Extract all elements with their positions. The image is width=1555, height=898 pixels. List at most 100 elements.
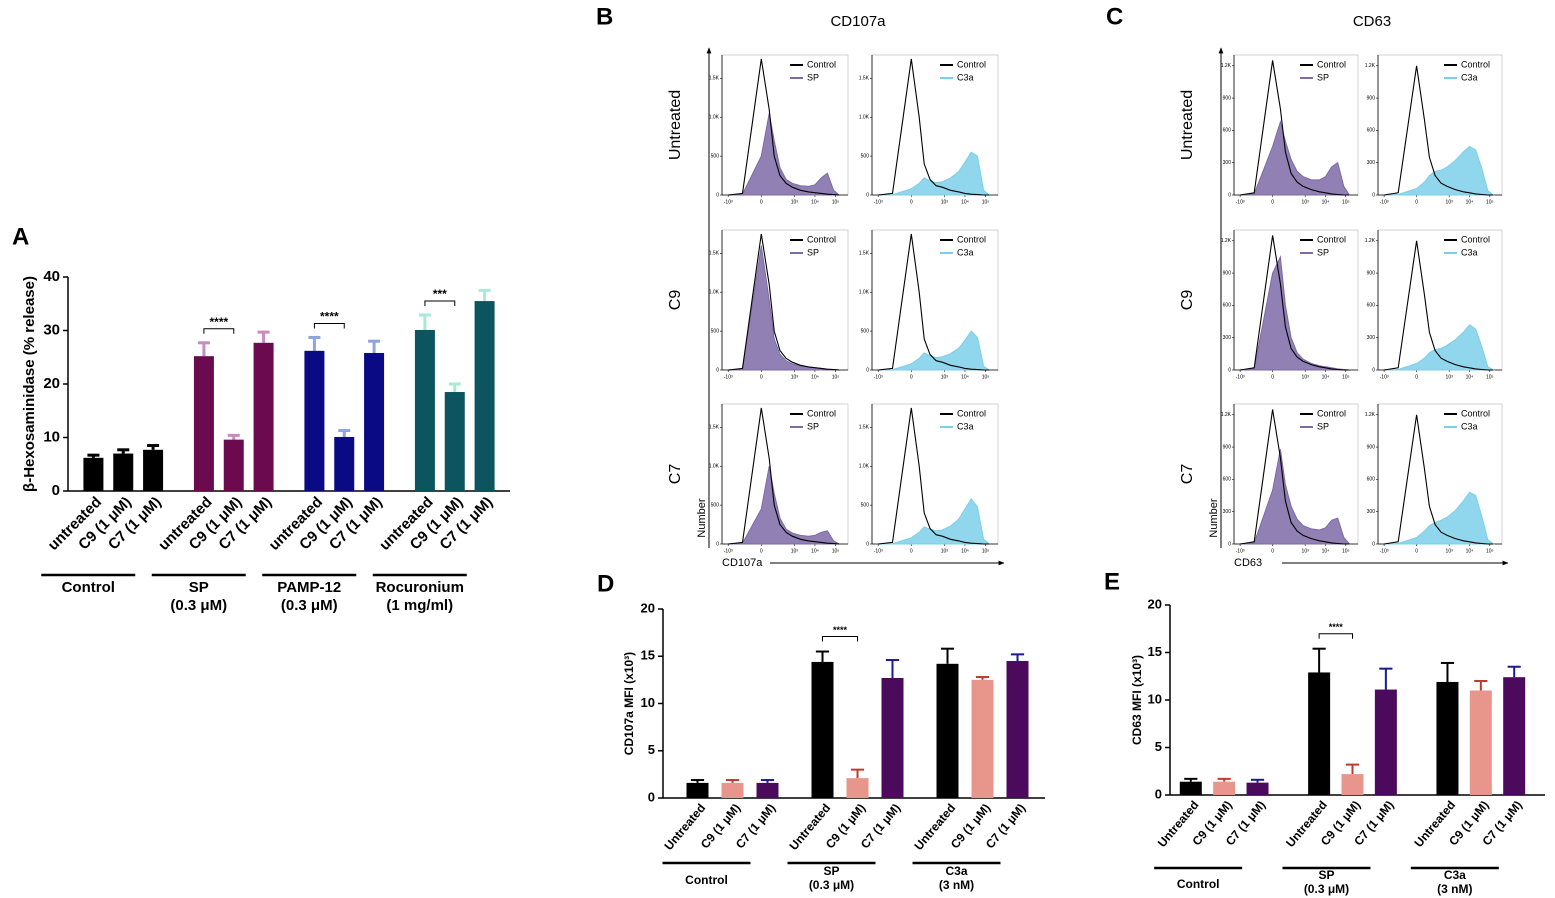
- panel-letter: A: [12, 223, 29, 250]
- x-tick-label: 10³: [1446, 199, 1454, 205]
- x-tick-label: 10³: [1302, 548, 1310, 554]
- x-tick-label: 10⁵: [1342, 199, 1350, 205]
- y-tick-label: 900: [1223, 270, 1232, 276]
- significance-label: ****: [1329, 622, 1344, 632]
- significance-bracket: [1318, 633, 1353, 639]
- x-tick-label: -10³: [874, 199, 883, 205]
- histogram-area: [878, 330, 990, 371]
- group-label: (3 nM): [939, 878, 974, 892]
- histogram-line: [878, 407, 990, 545]
- y-tick-label: 1.2K: [1365, 238, 1376, 244]
- histogram-line: [1384, 414, 1494, 545]
- y-tick-label: 30: [43, 321, 60, 338]
- y-tick-label: 500: [711, 153, 720, 159]
- bar: [936, 663, 959, 798]
- x-tick-label: -10³: [724, 548, 733, 554]
- x-tick-label: 10³: [1446, 548, 1454, 554]
- y-tick-label: 900: [1223, 444, 1232, 450]
- y-tick-label: 0: [716, 192, 719, 198]
- bar: [364, 352, 385, 491]
- legend-label: C3a: [957, 421, 974, 431]
- y-tick-label: 900: [1367, 95, 1376, 101]
- bar: [1341, 774, 1364, 795]
- histogram-line: [1240, 409, 1350, 545]
- x-tick-label: 10⁵: [1342, 548, 1350, 554]
- legend-label: SP: [807, 421, 819, 431]
- x-tick-label: 10³: [941, 548, 949, 554]
- histogram-area: [728, 113, 840, 196]
- group-label: Control: [1177, 877, 1220, 891]
- x-tick-label: 10³: [1446, 374, 1454, 380]
- y-tick-label: 300: [1223, 509, 1232, 515]
- group-label: (1 mg/ml): [386, 597, 453, 614]
- y-tick-label: 1.0K: [709, 290, 720, 296]
- significance-label: ****: [833, 625, 848, 635]
- x-tick-label: 0: [760, 374, 763, 380]
- y-tick-label: 5: [648, 742, 655, 757]
- y-tick-label: 0: [1372, 192, 1375, 198]
- x-tick-label: 10⁴: [811, 199, 819, 205]
- x-axis-label: CD63: [1234, 557, 1262, 569]
- y-tick-label: 0: [1372, 541, 1375, 547]
- x-tick-label: 0: [1271, 374, 1274, 380]
- histogram-frame: [721, 229, 849, 371]
- x-tick-label: 10⁴: [1322, 199, 1330, 205]
- y-tick-label: 5: [1155, 739, 1162, 754]
- histogram-line: [1240, 235, 1350, 371]
- y-tick-label: 1.5K: [859, 251, 870, 257]
- bar: [334, 436, 355, 491]
- x-tick-label: 10⁵: [1486, 548, 1494, 554]
- y-tick-label: 600: [1367, 303, 1376, 309]
- group-label: (0.3 μM): [170, 597, 227, 614]
- panel-letter: D: [597, 570, 614, 597]
- x-tick-label: 0: [910, 548, 913, 554]
- y-tick-label: 500: [711, 502, 720, 508]
- y-tick-label: 40: [43, 268, 60, 285]
- x-tick-label: 0: [910, 374, 913, 380]
- legend-label: Control: [1317, 234, 1346, 244]
- legend-label: Control: [1461, 234, 1490, 244]
- group-label: Rocuronium: [376, 579, 464, 596]
- x-tick-label: 0: [760, 199, 763, 205]
- x-tick-label: 10⁴: [961, 199, 969, 205]
- bar: [1469, 690, 1492, 795]
- y-tick-label: 10: [641, 695, 655, 710]
- y-tick-label: 500: [861, 502, 870, 508]
- y-tick-label: 1.2K: [1365, 412, 1376, 418]
- y-tick-label: 600: [1223, 303, 1232, 309]
- panel-title: CD63: [1353, 13, 1391, 30]
- x-tick-label: -10³: [874, 548, 883, 554]
- x-tick-label: 0: [760, 548, 763, 554]
- y-tick-label: 10: [1148, 691, 1162, 706]
- legend-label: Control: [957, 59, 986, 69]
- x-tick-label: 0: [1415, 374, 1418, 380]
- bar: [1246, 782, 1269, 795]
- x-tick-label: -10³: [1236, 199, 1245, 205]
- y-tick-label: 600: [1367, 128, 1376, 134]
- y-tick-label: 600: [1367, 477, 1376, 483]
- x-tick-label: 10⁵: [982, 374, 990, 380]
- histogram-line: [1384, 65, 1494, 196]
- x-tick-label: 10³: [791, 548, 799, 554]
- histogram-line: [728, 407, 840, 545]
- y-tick-label: 1.2K: [1221, 238, 1232, 244]
- y-tick-label: 500: [861, 153, 870, 159]
- x-tick-label: 0: [1271, 199, 1274, 205]
- x-tick-label: 0: [1271, 548, 1274, 554]
- y-tick-label: 600: [1223, 128, 1232, 134]
- bar: [253, 342, 274, 491]
- bar: [143, 449, 164, 491]
- x-tick-label: 10³: [941, 374, 949, 380]
- bar: [1503, 677, 1526, 795]
- group-label: (0.3 μM): [1304, 882, 1349, 896]
- x-tick-label: -10³: [724, 199, 733, 205]
- x-tick-label: 10⁴: [961, 374, 969, 380]
- bar: [414, 329, 435, 491]
- y-tick-label: 500: [861, 328, 870, 334]
- legend-label: Control: [1461, 59, 1490, 69]
- significance-bracket: [313, 322, 345, 329]
- y-tick-label: 20: [43, 375, 60, 392]
- bar: [223, 439, 244, 491]
- x-tick-label: 10⁴: [1466, 374, 1474, 380]
- significance-label: ****: [320, 310, 339, 324]
